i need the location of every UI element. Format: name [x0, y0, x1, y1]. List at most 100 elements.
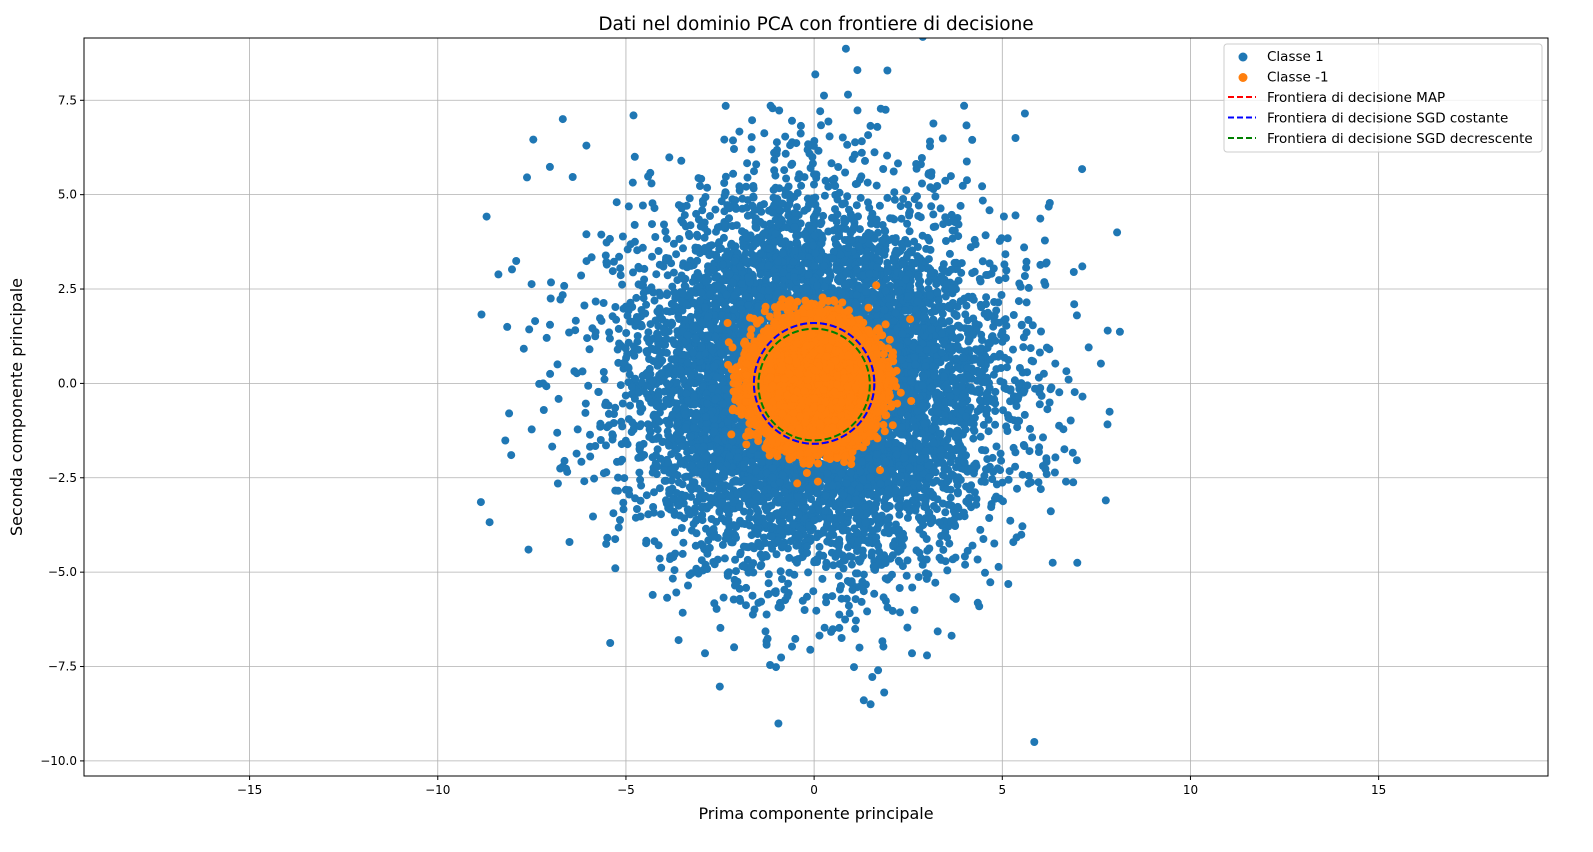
class-1-point	[688, 527, 696, 535]
class-1-point	[890, 257, 898, 265]
class-1-point	[617, 271, 625, 279]
class-1-point	[651, 233, 659, 241]
class-1-point	[1051, 360, 1059, 368]
class-1-point	[706, 212, 714, 220]
class-1-point	[760, 129, 768, 137]
class-1-point	[622, 392, 630, 400]
class-1-point	[826, 514, 834, 522]
scatter-points	[477, 0, 1124, 746]
class-1-point	[505, 409, 513, 417]
class-1-point	[860, 696, 868, 704]
class-1-point	[757, 561, 765, 569]
class-1-point	[791, 635, 799, 643]
class-1-point	[1071, 388, 1079, 396]
class-1-point	[966, 494, 974, 502]
class-1-point	[684, 508, 692, 516]
class-1-point	[656, 555, 664, 563]
class-1-point	[954, 489, 962, 497]
class-1-point	[963, 121, 971, 129]
class-1-point	[1013, 485, 1021, 493]
class-1-point	[546, 370, 554, 378]
class-1-point	[743, 159, 751, 167]
class-1-point	[804, 568, 812, 576]
class-1-point	[647, 283, 655, 291]
class-1-point	[982, 231, 990, 239]
class-1-point	[1012, 211, 1020, 219]
class-1-point	[999, 497, 1007, 505]
class-1-point	[1097, 360, 1105, 368]
class-1-point	[615, 340, 623, 348]
class-1-point	[503, 323, 511, 331]
class-1-point	[1036, 384, 1044, 392]
class-1-point	[742, 249, 750, 257]
class-1-point	[1027, 344, 1035, 352]
class-1-point	[648, 179, 656, 187]
class-1-point	[782, 175, 790, 183]
class-1-point	[477, 498, 485, 506]
class-1-point	[1021, 411, 1029, 419]
class-1-point	[708, 515, 716, 523]
class-1-point	[528, 280, 536, 288]
class-1-point	[597, 436, 605, 444]
class-1-point	[813, 558, 821, 566]
class-1-point	[1005, 476, 1013, 484]
class-1-point	[633, 505, 641, 513]
class-1-point	[961, 553, 969, 561]
class-1-point	[657, 564, 665, 572]
class-1-point	[896, 495, 904, 503]
class-1-point	[910, 238, 918, 246]
class-1-point	[968, 269, 976, 277]
class-1-point	[952, 554, 960, 562]
class-1-point	[650, 488, 658, 496]
class-1-point	[765, 579, 773, 587]
class-1-point	[752, 214, 760, 222]
class-1-point	[923, 556, 931, 564]
class-1-point	[960, 102, 968, 110]
class-1-point	[1013, 402, 1021, 410]
class-1-point	[1020, 333, 1028, 341]
class-1-point	[977, 433, 985, 441]
class-1-point	[586, 453, 594, 461]
class-1-point	[716, 683, 724, 691]
class-1-point	[562, 465, 570, 473]
class-1-point	[752, 160, 760, 168]
class-1-point	[869, 527, 877, 535]
class-1-point	[962, 302, 970, 310]
class-1-point	[897, 202, 905, 210]
class-1-point	[748, 133, 756, 141]
class-1-point	[1020, 441, 1028, 449]
class-1-point	[892, 486, 900, 494]
class-1-point	[947, 172, 955, 180]
class-1-point	[782, 150, 790, 158]
class-1-point	[818, 575, 826, 583]
class-1-point	[947, 266, 955, 274]
class-1-point	[915, 573, 923, 581]
class-1-point	[554, 360, 562, 368]
class-1-point	[748, 145, 756, 153]
class-1-point	[609, 509, 617, 517]
class-1-point	[709, 265, 717, 273]
class-1-point	[929, 210, 937, 218]
class-1-point	[963, 158, 971, 166]
class-1-point	[970, 427, 978, 435]
class-1-point	[483, 213, 491, 221]
class-1-point	[628, 383, 636, 391]
class-1-point	[583, 334, 591, 342]
class-1-point	[845, 206, 853, 214]
class-1-point	[867, 122, 875, 130]
class-1-point	[619, 233, 627, 241]
class-1-point	[824, 118, 832, 126]
class-1-point	[868, 548, 876, 556]
class-1-point	[931, 193, 939, 201]
class-1-point	[788, 643, 796, 651]
class-1-point	[1026, 425, 1034, 433]
class-1-point	[912, 430, 920, 438]
class-1-point	[1078, 262, 1086, 270]
class-1-point	[835, 624, 843, 632]
class-1-point	[870, 590, 878, 598]
class-1-point	[1039, 433, 1047, 441]
class-1-point	[606, 639, 614, 647]
class-1-point	[986, 578, 994, 586]
class-1-point	[573, 450, 581, 458]
class-1-point	[996, 466, 1004, 474]
